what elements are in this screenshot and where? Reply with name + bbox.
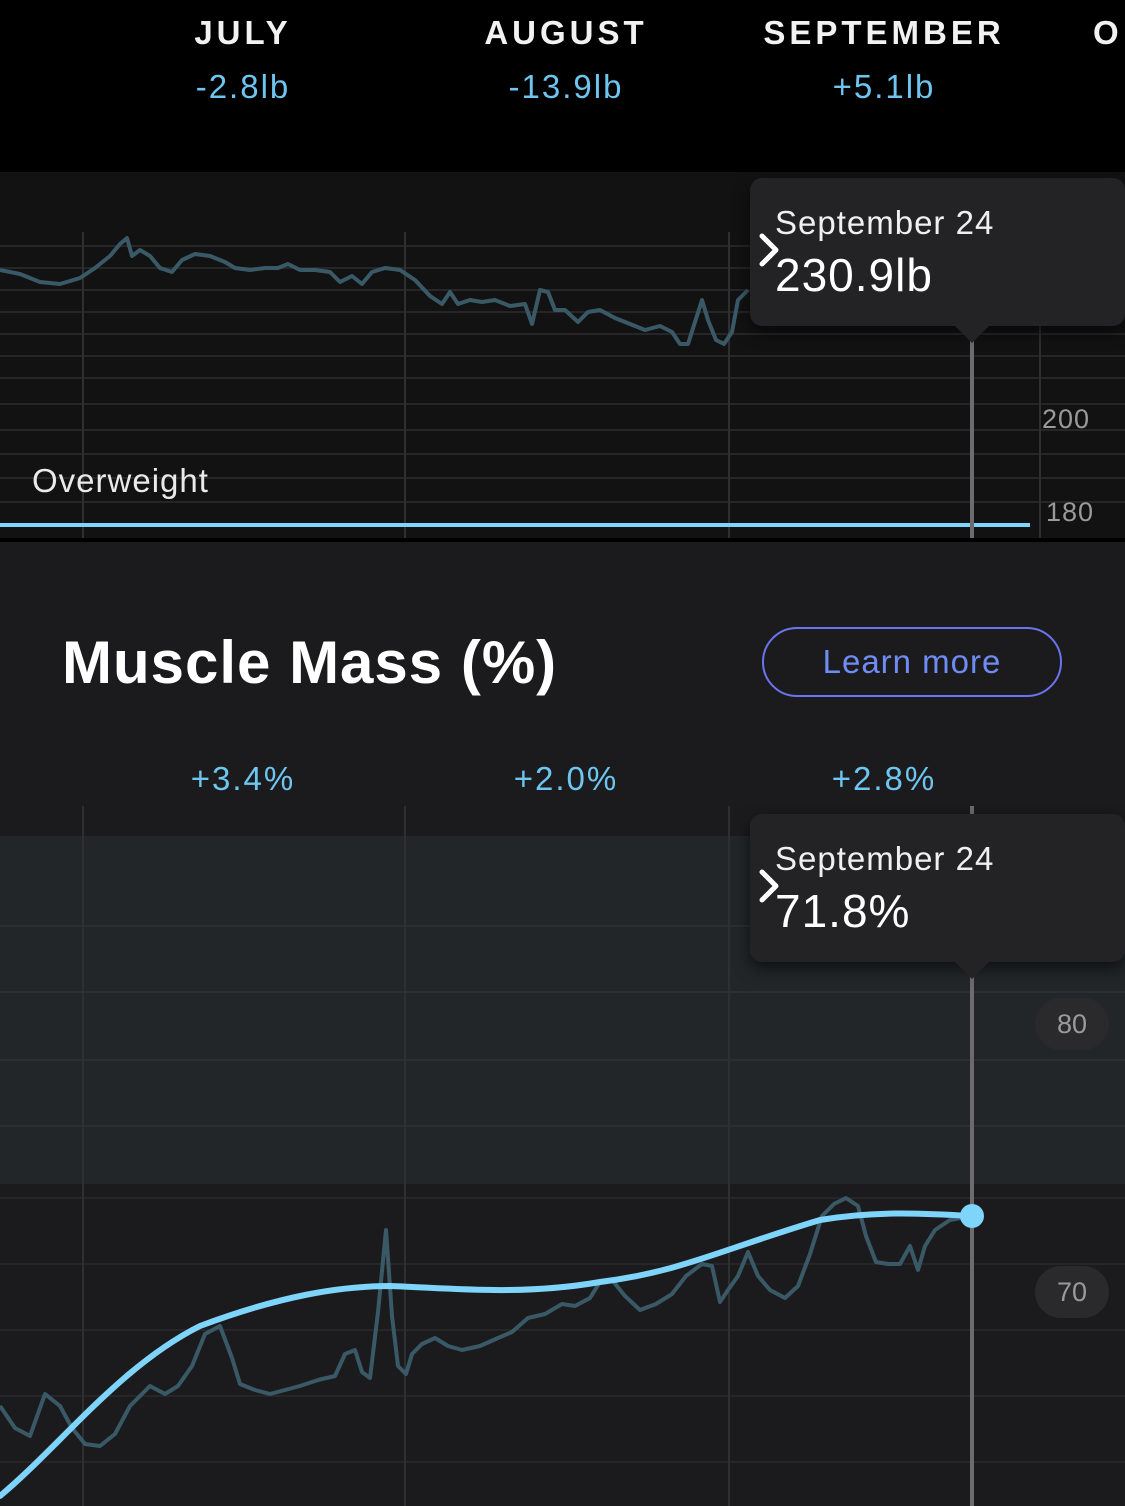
month-muscle-change: +2.0% [406,760,726,798]
weight-chart-plot [0,232,1125,540]
month-september[interactable]: SEPTEMBER +5.1lb [724,14,1044,106]
month-weight-change: -13.9lb [508,68,624,105]
learn-more-button[interactable]: Learn more [762,627,1062,697]
month-july[interactable]: JULY -2.8lb [83,14,403,106]
month-muscle-change-value: +2.8% [831,760,937,797]
chevron-right-icon[interactable] [750,864,790,908]
month-summary-header: JULY -2.8lb AUGUST -13.9lb SEPTEMBER +5.… [0,0,1125,172]
month-weight-change: +5.1lb [832,68,936,105]
weight-axis-label-200: 200 [1042,404,1091,434]
section-title: Muscle Mass (%) [62,629,558,696]
weight-axis-label-180: 180 [1046,497,1095,527]
muscle-axis-label-70: 70 [1035,1266,1109,1318]
month-muscle-change: +3.4% [83,760,403,798]
month-muscle-change-value: +3.4% [190,760,296,797]
muscle-raw-line [0,1196,973,1448]
muscle-gridlines-upper [0,925,1125,1127]
muscle-gridlines-lower [0,1197,1125,1463]
selected-data-point[interactable] [960,1204,984,1228]
tooltip-value: 71.8% [775,885,911,937]
tooltip-date: September 24 [775,840,995,877]
month-muscle-change: +2.8% [724,760,1044,798]
tooltip-value: 230.9lb [775,249,933,301]
muscle-trend-line [0,1210,975,1499]
chevron-right-icon[interactable] [750,228,790,272]
month-october-partial[interactable]: O [1093,14,1125,68]
muscle-tooltip[interactable]: September 24 71.8% [750,814,1125,979]
month-name: JULY [194,14,292,51]
weight-month-separators [82,232,1041,540]
muscle-axis-label-80: 80 [1035,998,1109,1050]
month-august[interactable]: AUGUST -13.9lb [406,14,726,106]
weight-gridlines [0,245,1125,503]
weight-chart[interactable]: 200 180 Overweight September 24 230.9lb [0,172,1125,540]
month-name: AUGUST [484,14,648,51]
overweight-zone-label: Overweight [32,462,209,499]
tooltip-date: September 24 [775,204,995,241]
month-name: SEPTEMBER [763,14,1005,51]
month-muscle-change-value: +2.0% [513,760,619,797]
section-divider [0,538,1125,542]
weight-tooltip[interactable]: September 24 230.9lb [750,178,1125,343]
month-name: O [1093,14,1123,51]
weight-raw-line [0,236,750,346]
muscle-month-separators [82,806,730,1506]
month-weight-change: -2.8lb [195,68,291,105]
muscle-mass-chart[interactable]: 80 70 September 24 71.8% [0,806,1125,1506]
